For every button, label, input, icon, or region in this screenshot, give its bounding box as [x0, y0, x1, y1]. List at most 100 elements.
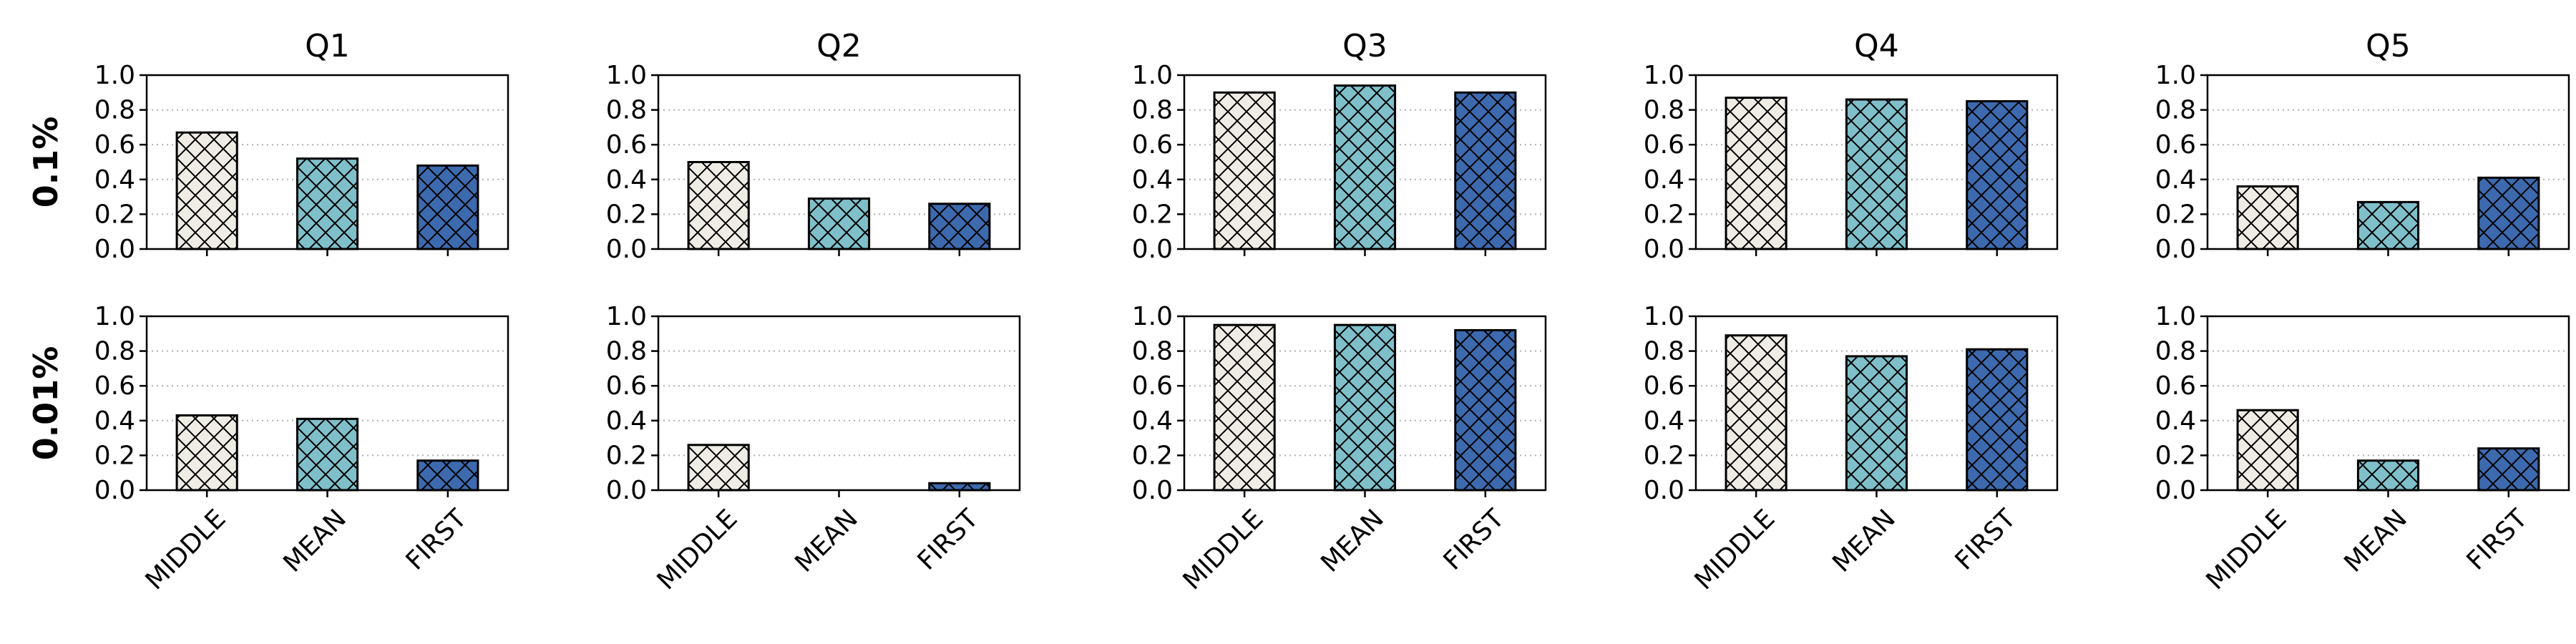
bar-middle: [1213, 323, 1276, 492]
y-tick-label: 0.8: [606, 96, 647, 125]
panel-0.1%-Q4: 0.0 0.2 0.4 0.6 0.8 1.0 Q4: [1644, 28, 2059, 264]
x-tick-label: MEAN: [278, 504, 352, 578]
axes-frame: [145, 315, 509, 492]
y-tick-label: 0.0: [1132, 235, 1173, 264]
y-tick-label: 0.8: [2155, 96, 2196, 125]
y-tick-label: 1.0: [606, 302, 647, 331]
x-tick-label: FIRST: [2462, 504, 2534, 576]
y-tick-label: 0.0: [606, 476, 647, 505]
bar-mean: [296, 417, 359, 492]
y-tick-label: 0.0: [94, 476, 135, 505]
panel-0.1%-Q1: 0.0 0.2 0.4 0.6 0.8 1.0 Q1 0.1%: [26, 28, 509, 264]
y-tick-label: 0.0: [1132, 476, 1173, 505]
panel-0.1%-Q2: 0.0 0.2 0.4 0.6 0.8 1.0 Q2: [606, 28, 1021, 264]
y-tick-label: 0.8: [1132, 96, 1173, 125]
axes-frame: [1694, 74, 2059, 250]
y-tick-label: 0.2: [606, 441, 647, 470]
panel-0.1%-Q5: 0.0 0.2 0.4 0.6 0.8 1.0 Q5: [2155, 28, 2570, 264]
bar-mean: [807, 197, 871, 250]
y-tick-label: 0.0: [1644, 476, 1684, 505]
y-tick-label: 0.6: [1132, 130, 1173, 160]
bar-middle: [175, 414, 238, 492]
axes-frame: [657, 74, 1021, 250]
x-tick-label: FIRST: [912, 504, 985, 576]
bar-middle: [1724, 97, 1787, 250]
y-tick-label: 0.8: [2155, 337, 2196, 366]
y-tick-label: 0.4: [2155, 165, 2196, 195]
bar-middle: [1213, 91, 1276, 250]
y-tick-label: 0.4: [2155, 406, 2196, 436]
y-tick-label: 1.0: [94, 302, 135, 331]
panel-0.01%-Q1: 0.0 0.2 0.4 0.6 0.8 1.0 MIDDLE MEAN FIRST 0.01%: [26, 302, 509, 595]
bar-first: [416, 164, 479, 250]
y-tick-label: 0.6: [1644, 371, 1684, 401]
bar-first: [1454, 328, 1517, 492]
y-tick-label: 0.4: [606, 406, 647, 436]
bar-first: [928, 203, 991, 250]
x-tick-label: MEAN: [789, 504, 864, 578]
y-tick-label: 0.2: [1132, 441, 1173, 470]
x-tick-label: MIDDLE: [1178, 504, 1269, 595]
x-tick-label: MIDDLE: [140, 504, 232, 595]
y-tick-label: 0.0: [1644, 235, 1684, 264]
y-tick-label: 0.2: [2155, 441, 2196, 470]
panel-0.01%-Q5: 0.0 0.2 0.4 0.6 0.8 1.0 MIDDLE MEAN FIRST: [2155, 302, 2570, 595]
y-tick-label: 1.0: [1644, 302, 1684, 331]
bar-first: [1454, 91, 1517, 250]
x-tick-label: MIDDLE: [652, 504, 743, 595]
y-tick-label: 0.8: [606, 337, 647, 366]
x-tick-label: FIRST: [1950, 504, 2022, 576]
panel-title: Q2: [816, 28, 862, 64]
bar-first: [416, 459, 479, 492]
y-tick-label: 1.0: [1132, 61, 1173, 90]
bar-mean: [2356, 200, 2420, 250]
y-tick-label: 0.6: [1644, 130, 1684, 160]
bar-mean: [1333, 84, 1397, 250]
y-tick-label: 0.4: [1132, 165, 1173, 195]
bar-middle: [2236, 409, 2299, 492]
y-tick-label: 0.6: [1132, 371, 1173, 401]
y-tick-label: 1.0: [1644, 61, 1684, 90]
bar-middle: [687, 161, 750, 250]
y-tick-label: 0.2: [1644, 441, 1684, 470]
y-tick-label: 0.0: [94, 235, 135, 264]
y-tick-label: 0.2: [94, 200, 135, 229]
y-tick-label: 1.0: [2155, 61, 2196, 90]
axes-frame: [1183, 315, 1547, 492]
y-tick-label: 0.8: [1644, 96, 1684, 125]
y-tick-label: 0.6: [94, 130, 135, 160]
y-tick-label: 1.0: [2155, 302, 2196, 331]
y-tick-label: 0.8: [94, 337, 135, 366]
y-tick-label: 0.0: [2155, 235, 2196, 264]
bar-mean: [1845, 98, 1908, 250]
x-tick-label: MEAN: [1315, 504, 1390, 578]
panel-0.01%-Q2: 0.0 0.2 0.4 0.6 0.8 1.0 MIDDLE MEAN FIRST: [606, 302, 1021, 595]
bar-first: [2477, 176, 2540, 250]
axes-frame: [657, 315, 1021, 492]
bar-first: [928, 482, 991, 492]
x-tick-label: MIDDLE: [2201, 504, 2293, 595]
y-tick-label: 0.2: [1132, 200, 1173, 229]
bar-mean: [296, 157, 359, 250]
y-tick-label: 0.6: [2155, 371, 2196, 401]
y-tick-label: 0.2: [1644, 200, 1684, 229]
bar-mean: [1845, 355, 1908, 492]
panel-title: Q1: [305, 28, 350, 64]
bar-middle: [687, 444, 750, 492]
bar-first: [2477, 447, 2540, 492]
y-tick-label: 0.6: [606, 130, 647, 160]
panel-title: Q3: [1342, 28, 1387, 64]
y-tick-label: 1.0: [94, 61, 135, 90]
y-tick-label: 0.4: [1644, 165, 1684, 195]
row-label: 0.1%: [26, 117, 65, 208]
y-tick-label: 0.0: [2155, 476, 2196, 505]
y-tick-label: 0.6: [606, 371, 647, 401]
bar-middle: [175, 131, 238, 250]
y-tick-label: 0.2: [94, 441, 135, 470]
bar-middle: [1724, 334, 1787, 492]
y-tick-label: 1.0: [606, 61, 647, 90]
y-tick-label: 0.8: [94, 96, 135, 125]
axes-frame: [1694, 315, 2059, 492]
row-label: 0.01%: [26, 346, 65, 461]
